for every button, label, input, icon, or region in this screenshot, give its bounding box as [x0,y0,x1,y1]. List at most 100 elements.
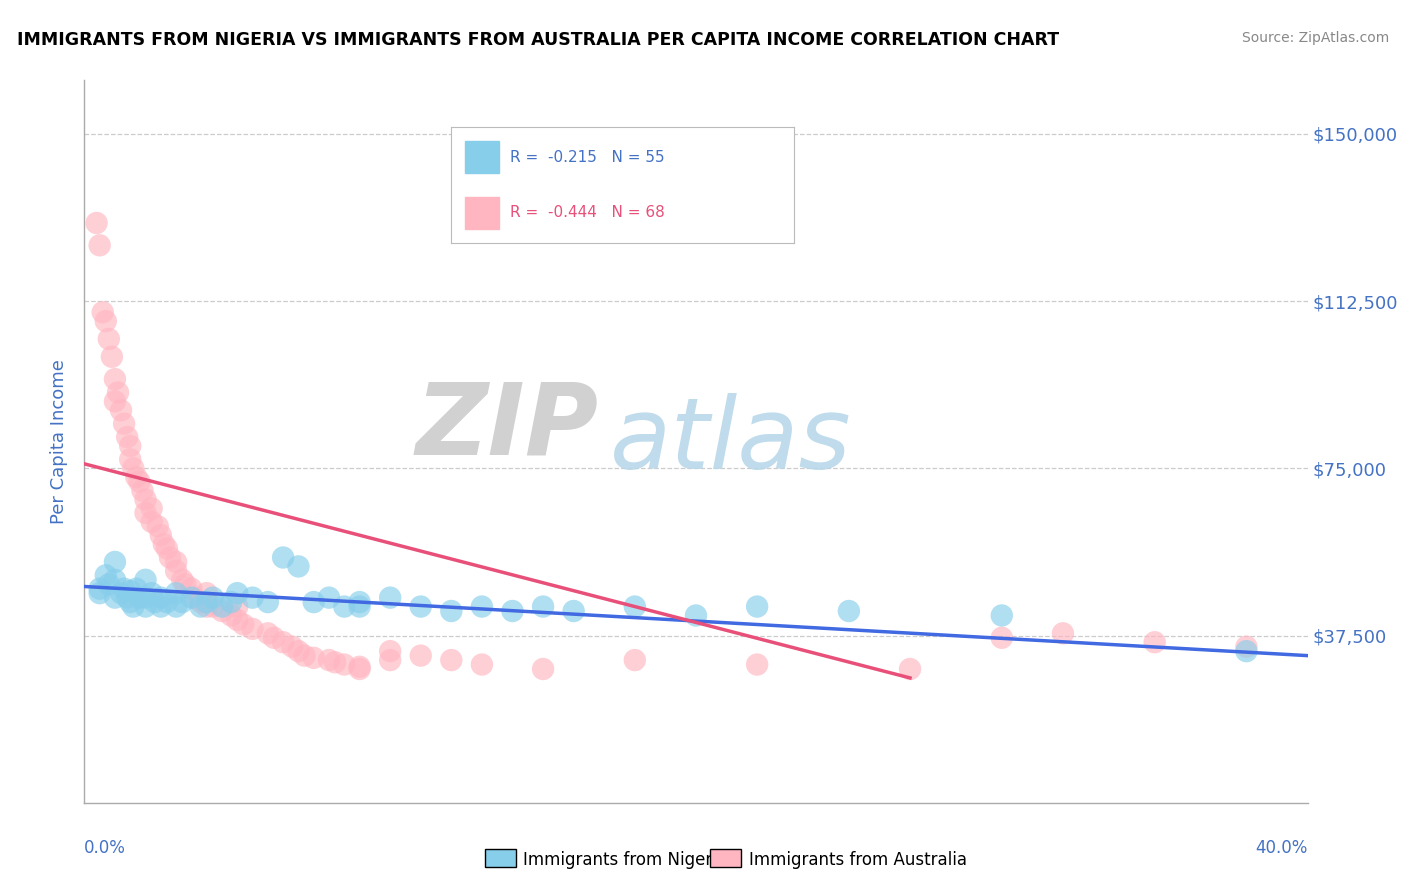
Point [180,591,202,605]
Point [219,608,242,623]
Point [531,662,554,676]
Point [318,653,340,667]
Point [440,653,463,667]
Point [190,595,212,609]
Point [97,332,120,346]
Text: atlas: atlas [610,393,852,490]
Point [101,350,124,364]
Point [1236,644,1258,658]
Point [333,657,356,672]
Point [685,608,707,623]
Point [172,573,194,587]
Point [349,662,371,676]
Point [141,515,163,529]
Point [135,506,157,520]
Point [190,599,212,614]
Point [112,417,135,431]
Point [898,662,921,676]
Point [349,660,371,674]
Point [409,648,432,663]
Point [219,595,242,609]
Point [263,631,285,645]
Point [380,591,402,605]
Point [165,599,187,614]
Point [149,591,172,605]
Point [153,537,176,551]
Point [201,599,224,614]
Point [349,599,371,614]
Point [201,591,224,605]
Text: Immigrants from Nigeria: Immigrants from Nigeria [523,851,727,869]
Point [409,599,432,614]
Point [302,595,325,609]
Point [104,372,127,386]
Point [135,492,157,507]
Point [747,657,769,672]
Point [110,403,132,417]
Point [156,595,179,609]
Text: ZIP: ZIP [415,378,598,475]
Point [104,591,127,605]
Point [323,655,346,669]
Point [271,550,294,565]
Point [271,635,294,649]
Point [180,582,202,596]
Point [281,640,304,654]
Point [122,599,145,614]
Point [86,216,108,230]
Point [115,430,138,444]
Point [91,305,114,319]
Point [257,595,280,609]
Point [110,586,132,600]
Point [211,599,233,614]
Point [183,591,205,605]
Point [471,599,494,614]
Point [349,595,371,609]
Point [294,648,316,663]
Point [104,555,127,569]
Point [104,394,127,409]
Point [232,617,254,632]
Text: 0.0%: 0.0% [84,839,127,857]
Point [195,586,218,600]
Point [135,599,157,614]
Point [226,599,249,614]
Point [242,591,264,605]
Point [89,586,111,600]
Point [471,657,494,672]
Point [115,591,138,605]
Point [149,599,172,614]
Point [502,604,524,618]
Point [257,626,280,640]
Point [318,591,340,605]
Point [226,613,249,627]
Point [1143,635,1166,649]
Point [94,568,117,582]
Point [141,501,163,516]
Point [120,583,142,598]
Point [226,586,249,600]
Point [94,314,117,328]
Point [165,586,187,600]
Y-axis label: Per Capita Income: Per Capita Income [51,359,69,524]
Point [104,573,127,587]
Point [89,582,111,596]
Point [122,461,145,475]
Point [165,555,187,569]
Point [242,622,264,636]
Point [156,541,179,556]
Point [120,595,142,609]
Point [120,452,142,467]
Point [211,604,233,618]
Point [991,608,1014,623]
Point [128,591,150,605]
Point [562,604,585,618]
Point [165,564,187,578]
Point [195,595,218,609]
Point [747,599,769,614]
Point [195,599,218,614]
Text: IMMIGRANTS FROM NIGERIA VS IMMIGRANTS FROM AUSTRALIA PER CAPITA INCOME CORRELATI: IMMIGRANTS FROM NIGERIA VS IMMIGRANTS FR… [17,31,1059,49]
Point [135,573,157,587]
Point [531,599,554,614]
Point [624,653,647,667]
